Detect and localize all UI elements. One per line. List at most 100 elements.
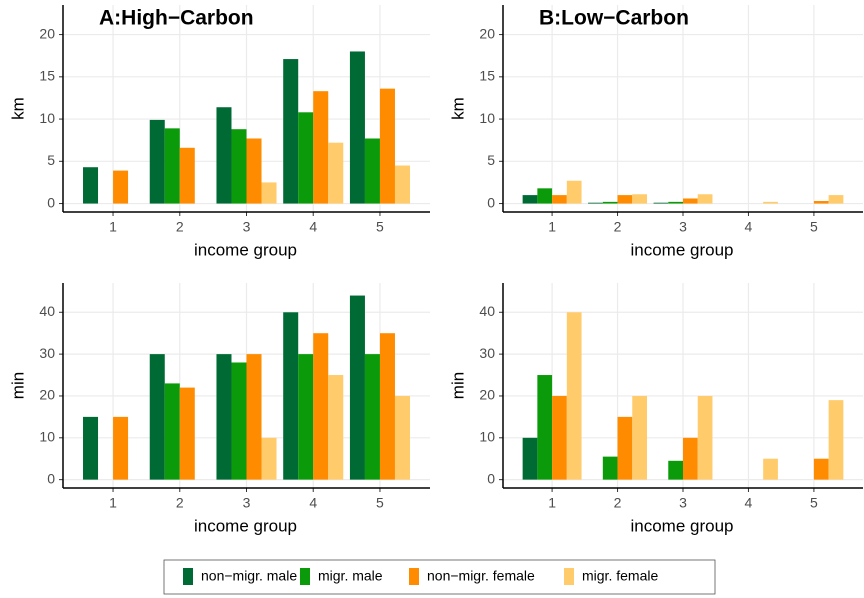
bar: [813, 458, 829, 480]
legend-swatch: [300, 568, 310, 585]
x-tick-label: 2: [614, 495, 622, 511]
bar: [261, 437, 277, 480]
bar: [179, 147, 195, 204]
y-tick-label: 40: [479, 303, 495, 319]
bar: [379, 88, 395, 204]
y-tick-label: 0: [47, 194, 55, 210]
bar: [522, 437, 538, 480]
bar: [617, 416, 633, 480]
bar: [683, 198, 698, 204]
legend-swatch: [409, 568, 419, 585]
y-tick-label: 10: [479, 110, 495, 126]
bar: [828, 195, 844, 204]
x-tick-label: 5: [376, 495, 384, 511]
bar: [763, 201, 778, 204]
bar: [149, 119, 165, 204]
bar: [328, 142, 344, 204]
bar: [113, 170, 129, 204]
x-tick-label: 4: [745, 219, 753, 235]
bar: [216, 107, 232, 204]
bar: [632, 395, 647, 480]
y-tick-label: 20: [39, 25, 55, 41]
panel-title: A:High−Carbon: [99, 7, 254, 30]
x-tick-label: 1: [548, 495, 556, 511]
x-tick-label: 4: [309, 219, 317, 235]
bar: [364, 138, 380, 204]
y-axis-title: km: [8, 97, 27, 120]
y-tick-label: 15: [39, 68, 55, 84]
bar: [261, 182, 277, 204]
x-tick-label: 4: [309, 495, 317, 511]
panel-title: B:Low−Carbon: [539, 7, 689, 30]
x-tick-label: 2: [176, 219, 184, 235]
y-tick-label: 30: [39, 345, 55, 361]
x-tick-label: 5: [810, 495, 818, 511]
bar: [298, 354, 314, 480]
bar: [763, 458, 778, 480]
bar: [588, 202, 603, 204]
bar: [617, 195, 633, 204]
x-axis-title: income group: [194, 240, 297, 259]
y-tick-label: 5: [47, 152, 55, 168]
bar: [632, 194, 647, 204]
x-axis-title: income group: [194, 516, 297, 535]
x-tick-label: 3: [679, 219, 687, 235]
bar: [216, 354, 232, 480]
x-axis-title: income group: [630, 240, 733, 259]
bar: [394, 165, 410, 204]
bar: [164, 383, 180, 480]
bar: [83, 416, 99, 480]
x-tick-label: 2: [614, 219, 622, 235]
y-tick-label: 40: [39, 303, 55, 319]
bar: [313, 333, 329, 480]
bar: [602, 456, 618, 480]
x-tick-label: 3: [243, 219, 251, 235]
bar: [683, 437, 698, 480]
bar: [566, 180, 582, 204]
bar: [246, 354, 262, 480]
legend-label: migr. female: [582, 568, 658, 584]
bar: [164, 128, 180, 204]
bar: [179, 387, 195, 480]
bar: [83, 167, 99, 204]
legend-box: [163, 559, 716, 595]
y-tick-label: 0: [487, 470, 495, 486]
x-tick-label: 3: [679, 495, 687, 511]
bar: [537, 188, 553, 204]
legend-swatch: [183, 568, 193, 585]
bar: [552, 395, 567, 480]
bar: [283, 312, 299, 480]
x-tick-label: 1: [109, 495, 117, 511]
bar: [552, 195, 567, 204]
bar: [298, 112, 314, 204]
y-tick-label: 0: [47, 470, 55, 486]
bar: [394, 395, 410, 480]
legend-swatch: [564, 568, 574, 585]
y-tick-label: 10: [39, 110, 55, 126]
y-axis-title: km: [448, 97, 467, 120]
bar: [668, 460, 683, 480]
legend-label: non−migr. male: [201, 568, 297, 584]
y-tick-label: 20: [39, 387, 55, 403]
y-tick-label: 0: [487, 194, 495, 210]
bar: [328, 375, 344, 480]
bar: [566, 312, 582, 480]
legend-label: migr. male: [318, 568, 383, 584]
y-axis-title: min: [448, 372, 467, 399]
x-tick-label: 1: [548, 219, 556, 235]
x-tick-label: 5: [810, 219, 818, 235]
bar: [813, 201, 829, 204]
bar: [828, 400, 844, 480]
bar: [231, 362, 247, 480]
bar: [602, 201, 618, 204]
bar: [697, 395, 713, 480]
x-axis-title: income group: [630, 516, 733, 535]
bar: [349, 295, 365, 480]
bar: [364, 354, 380, 480]
bar: [697, 194, 713, 204]
y-tick-label: 15: [479, 68, 495, 84]
bar: [668, 201, 683, 204]
bar: [231, 129, 247, 204]
bar: [313, 91, 329, 204]
